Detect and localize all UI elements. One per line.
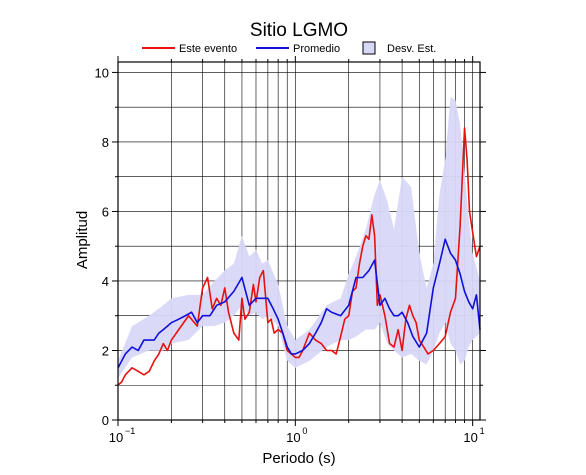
series-line-promedio <box>117 238 481 369</box>
series-line-este-evento <box>117 127 481 386</box>
legend: Este evento Promedio Desv. Est. <box>142 41 436 55</box>
legend-swatch-desv-est <box>362 41 376 55</box>
plot-frame <box>117 61 481 421</box>
x-tick-label: 10 <box>109 430 123 445</box>
y-axis-label: Amplitud <box>74 211 91 269</box>
y-tick-label: 4 <box>102 274 109 289</box>
x-axis-label: Periodo (s) <box>262 450 335 467</box>
x-tick-label-exponent: 1 <box>480 426 485 436</box>
legend-label-este-evento: Este evento <box>179 43 237 55</box>
y-tick-label: 2 <box>102 343 109 358</box>
x-tick-label: 10 <box>463 430 477 445</box>
legend-label-desv-est: Desv. Est. <box>387 43 436 55</box>
plot-layer <box>117 96 481 386</box>
x-tick-label-exponent: −1 <box>125 426 135 436</box>
x-tick-label-exponent: 0 <box>302 426 307 436</box>
y-tick-label: 10 <box>95 65 109 80</box>
legend-label-promedio: Promedio <box>293 43 340 55</box>
y-tick-label: 6 <box>102 204 109 219</box>
x-tick-label: 10 <box>286 430 300 445</box>
y-tick-label: 0 <box>102 413 109 428</box>
chart-title: Sitio LGMO <box>250 20 348 41</box>
y-tick-label: 8 <box>102 135 109 150</box>
